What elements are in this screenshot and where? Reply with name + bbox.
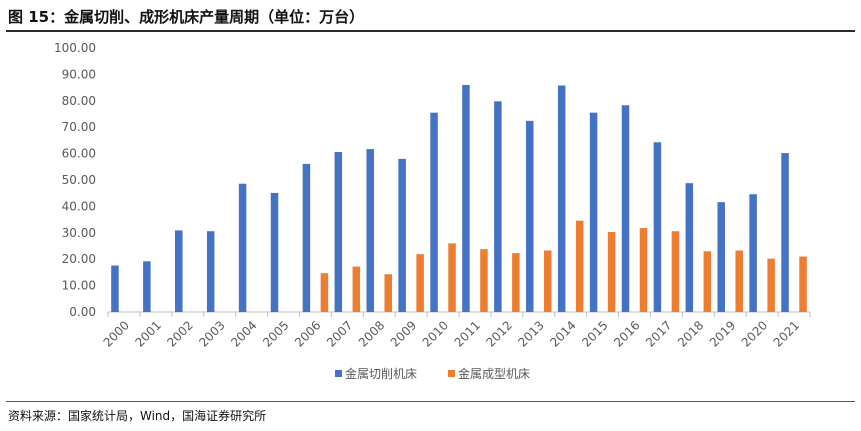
y-tick-label: 90.00 [62,67,96,81]
legend-swatch-series2 [448,370,455,377]
bar-series1 [206,231,215,312]
bar-series2 [671,231,680,312]
y-tick-label: 60.00 [62,147,96,161]
bar-series1 [526,120,534,312]
x-tick-label: 2010 [420,318,451,349]
x-tick-label: 2012 [483,318,514,349]
bar-series1 [175,230,183,312]
y-tick-label: 10.00 [62,279,96,293]
x-tick-label: 2021 [771,318,802,349]
bar-series2 [607,232,616,312]
y-tick-label: 30.00 [62,226,96,240]
y-tick-label: 0.00 [69,305,96,319]
title-divider [6,30,855,32]
x-tick-label: 2000 [101,318,132,349]
bar-series1 [557,85,566,312]
bar-series2 [639,228,648,312]
source-divider [6,401,855,402]
bar-series2 [352,266,361,312]
bar-series2 [384,274,392,312]
chart-title: 图 15：金属切削、成形机床产量周期（单位：万台） [8,8,365,26]
legend-swatch-series1 [335,370,342,377]
x-tick-label: 2007 [324,318,355,349]
bar-series1 [302,163,311,312]
y-tick-label: 80.00 [62,94,96,108]
bar-series2 [320,273,329,312]
bar-series1 [685,183,694,312]
bar-series2 [799,256,807,312]
bar-chart: 0.00 10.00 20.00 30.00 40.00 50.00 60.00 70.00 8… [54,41,811,381]
x-tick-label: 2020 [739,318,770,349]
legend-label-series1: 金属切削机床 [345,366,417,381]
legend-label-series2: 金属成型机床 [458,366,530,381]
x-tick-label: 2009 [388,318,419,349]
bar-series1 [653,142,662,312]
y-tick-label: 50.00 [62,173,96,187]
y-tick-label: 100.00 [54,41,96,55]
bar-series1 [238,183,247,312]
bar-series1 [717,202,725,312]
y-tick-label: 20.00 [62,252,96,266]
x-tick-label: 2006 [292,318,323,349]
bar-series1 [270,192,279,312]
x-tick-label: 2019 [707,318,738,349]
x-tick-label: 2016 [611,318,642,349]
bar-series1 [749,194,757,312]
bar-series1 [366,149,374,312]
bar-series1 [334,152,343,312]
x-tick-label: 2001 [132,318,163,349]
bar-series2 [575,220,584,312]
bar-series1 [621,105,630,313]
bar-series1 [781,153,789,312]
x-tick-label: 2014 [547,318,578,349]
bar-series2 [767,258,775,312]
bar-series1 [398,158,406,312]
x-tick-label: 2013 [515,318,546,349]
bar-series1 [494,101,502,312]
bar-series2 [703,251,712,312]
x-tick-label: 2017 [643,318,674,349]
bar-series1 [430,112,438,313]
y-tick-label: 70.00 [62,120,96,134]
bar-series2 [512,253,520,312]
x-tick-label: 2004 [228,318,259,349]
bar-series2 [448,243,456,312]
bar-series1 [589,112,598,313]
bar-series2 [480,249,488,312]
bar-series1 [111,265,119,312]
y-tick-label: 40.00 [62,199,96,213]
x-tick-label: 2018 [675,318,706,349]
x-tick-label: 2005 [260,318,291,349]
bar-series1 [143,261,151,312]
source-note: 资料来源：国家统计局，Wind，国海证券研究所 [8,409,267,423]
x-tick-label: 2003 [196,318,227,349]
x-tick-label: 2002 [164,318,195,349]
bar-series1 [462,84,470,313]
bar-series2 [416,254,424,312]
bar-series2 [735,250,743,312]
bar-series2 [544,250,552,312]
x-tick-label: 2011 [452,318,483,349]
x-tick-label: 2008 [356,318,387,349]
x-tick-label: 2015 [579,318,610,349]
